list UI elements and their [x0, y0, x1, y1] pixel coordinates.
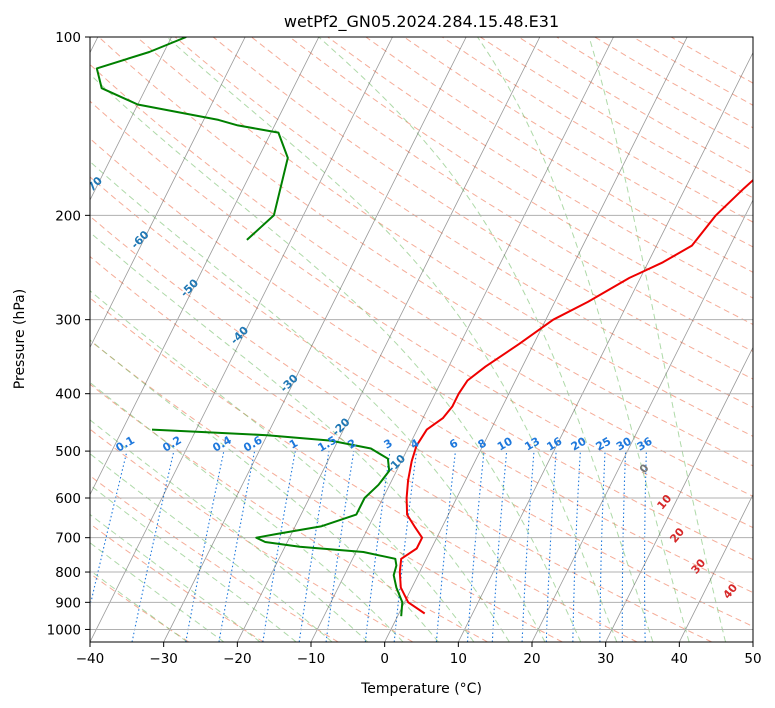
x-tick-label: 20 — [523, 651, 540, 667]
moist-adiabat-line — [90, 484, 297, 642]
isotherm-line — [384, 37, 688, 642]
moist-adiabats — [90, 37, 727, 642]
y-tick-label: 100 — [55, 30, 81, 46]
mixing-ratio-line — [435, 451, 456, 642]
chart-title: wetPf2_GN05.2024.284.15.48.E31 — [284, 12, 559, 32]
mixing-ratio-line — [364, 451, 391, 642]
dewpoint-series-line — [151, 428, 404, 617]
dry-adiabat-line — [90, 63, 753, 497]
x-axis: −40 −30 −20 −10 0 10 20 30 40 50 — [76, 642, 762, 667]
mixing-ratio-line — [298, 451, 330, 642]
y-tick-label: 300 — [55, 313, 81, 329]
sounding-series — [95, 37, 753, 617]
dry-adiabat-line — [98, 37, 753, 467]
isotherm-line — [236, 37, 541, 642]
x-tick-label: 0 — [380, 651, 389, 667]
pressure-gridlines — [90, 37, 753, 630]
moist-adiabat-line — [90, 542, 225, 642]
y-tick-label: 500 — [55, 444, 81, 460]
x-tick-label: 50 — [744, 651, 761, 667]
dry-adiabat-line — [251, 37, 753, 353]
x-tick-label: 40 — [671, 651, 688, 667]
mixing-ratio-line — [466, 451, 485, 642]
x-tick-label: −20 — [223, 651, 252, 667]
dry-adiabat-line — [90, 137, 753, 561]
moist-adiabat-line — [90, 73, 582, 642]
mixing-ratio-line — [131, 450, 175, 642]
moist-adiabat-line — [588, 37, 727, 642]
y-tick-label: 700 — [55, 531, 81, 547]
moist-adiabat-line — [318, 37, 654, 642]
x-tick-label: 10 — [450, 651, 467, 667]
mixing-ratio-line — [90, 450, 128, 609]
isotherm-line — [531, 199, 753, 642]
dry-adiabat-line — [90, 383, 488, 642]
dry-adiabat-line — [90, 572, 190, 642]
y-axis-label: Pressure (hPa) — [12, 289, 28, 389]
dry-adiabats — [90, 37, 753, 642]
moist-adiabat-line — [90, 419, 369, 642]
y-tick-label: 600 — [55, 491, 81, 507]
dewpoint-series-line — [95, 37, 289, 241]
y-tick-label: 900 — [55, 595, 81, 611]
dry-adiabat-line — [90, 297, 638, 642]
x-axis-label: Temperature (°C) — [360, 681, 482, 697]
mixing-ratio-line — [393, 451, 418, 642]
moist-adiabat-line — [90, 231, 510, 642]
x-tick-label: −10 — [297, 651, 326, 667]
plot-frame — [89, 36, 754, 643]
dry-adiabat-line — [90, 255, 712, 642]
moist-adiabat-line — [90, 569, 188, 642]
x-tick-label: −40 — [76, 651, 105, 667]
isotherm-line — [310, 37, 614, 642]
isotherm-line — [90, 37, 320, 496]
isotherm-line — [457, 51, 753, 642]
y-axis: 100 200 300 400 500 600 700 800 900 1000 — [47, 30, 90, 638]
isotherm-line — [605, 346, 753, 642]
y-tick-label: 200 — [55, 208, 81, 224]
moist-adiabat-line — [90, 513, 261, 642]
moist-adiabat-line — [166, 37, 618, 642]
isotherm-line — [90, 37, 172, 201]
dry-adiabat-line — [90, 100, 753, 529]
y-tick-label: 400 — [55, 387, 81, 403]
dry-adiabat-line — [90, 475, 339, 642]
x-tick-label: −30 — [149, 651, 178, 667]
moist-adiabat-line — [90, 453, 333, 642]
moist-adiabat-line — [477, 37, 690, 642]
moist-adiabat-line — [90, 339, 439, 642]
dry-adiabat-line — [90, 339, 563, 642]
moist-adiabat-line — [90, 290, 475, 642]
moist-adiabat-line — [90, 160, 546, 642]
temperature-series-line — [398, 178, 753, 615]
y-tick-label: 1000 — [47, 622, 81, 638]
y-tick-label: 800 — [55, 565, 81, 581]
isotherm-line — [678, 493, 753, 642]
dry-adiabat-line — [212, 37, 753, 380]
isotherms — [90, 37, 753, 642]
isotherm-line — [163, 37, 467, 642]
dry-adiabat-line — [90, 215, 753, 628]
mixing-ratio-line — [325, 451, 355, 642]
dry-adiabat-line — [90, 176, 753, 594]
isotherm-line — [90, 37, 246, 349]
mixing-ratio-lines — [90, 450, 647, 642]
isotherm-line — [90, 37, 393, 642]
x-tick-label: 30 — [597, 651, 614, 667]
